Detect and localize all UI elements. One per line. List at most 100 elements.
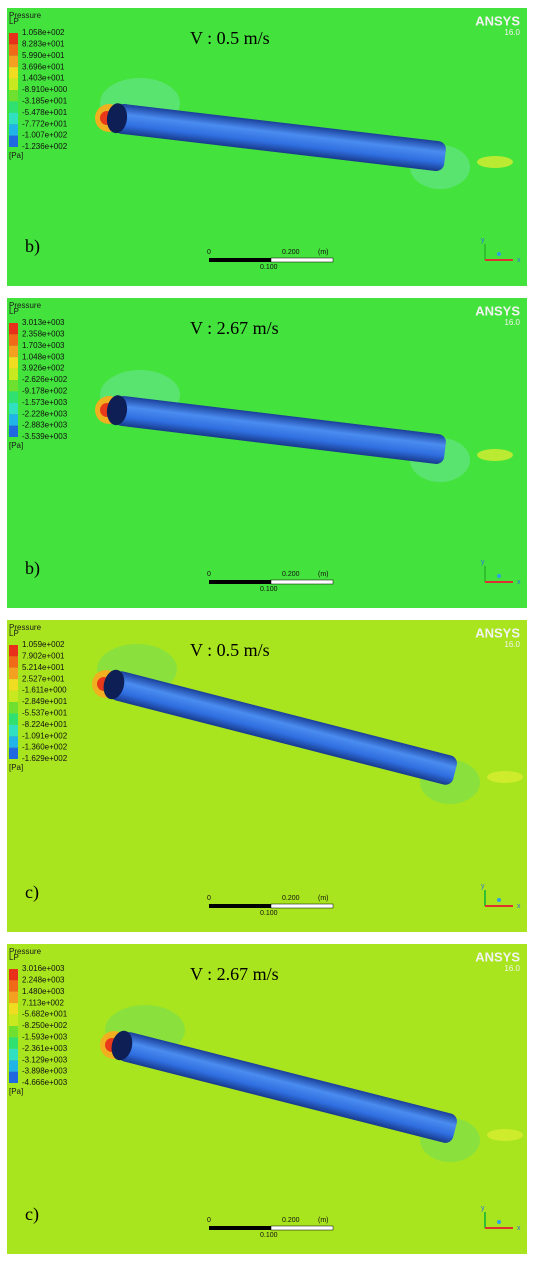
axis-y-label: y	[481, 237, 485, 244]
scale-unit: (m)	[318, 1217, 329, 1224]
axis-z	[497, 252, 501, 256]
legend-value: 3.016e+003	[22, 964, 65, 973]
legend-swatch	[9, 101, 18, 112]
wake	[487, 1129, 523, 1141]
logo: ANSYS	[475, 949, 520, 964]
legend-swatch	[9, 980, 18, 991]
legend-swatch	[9, 668, 18, 679]
legend-value: 3.013e+003	[22, 318, 65, 327]
velocity-label: V : 0.5 m/s	[190, 640, 270, 660]
legend-swatch	[9, 691, 18, 702]
cfd-panel: PressureLP3.013e+0032.358e+0031.703e+003…	[7, 298, 527, 608]
legend-swatch	[9, 380, 18, 391]
legend-swatch	[9, 1026, 18, 1037]
legend-value: -1.360e+002	[22, 743, 68, 752]
logo-version: 16.0	[504, 318, 520, 327]
legend-value: 2.358e+003	[22, 330, 65, 339]
scale-end: 0.200	[282, 1217, 300, 1224]
legend-unit: [Pa]	[9, 1087, 23, 1096]
legend-swatch	[9, 90, 18, 101]
wake	[487, 771, 523, 783]
velocity-label: V : 0.5 m/s	[190, 28, 270, 48]
velocity-label: V : 2.67 m/s	[190, 964, 279, 984]
legend-unit: [Pa]	[9, 151, 23, 160]
legend-value: -2.849e+001	[22, 697, 68, 706]
scale-bar-light	[271, 580, 333, 584]
legend-swatch	[9, 645, 18, 656]
axis-x-label: x	[517, 257, 521, 264]
legend-swatch	[9, 1049, 18, 1060]
legend-value: 1.048e+003	[22, 352, 65, 361]
legend-swatch	[9, 1015, 18, 1026]
panel-label: b)	[25, 236, 40, 257]
legend-value: -3.185e+001	[22, 97, 68, 106]
wake	[477, 449, 513, 461]
axis-z	[497, 574, 501, 578]
axis-y-label: y	[481, 1205, 485, 1212]
legend-value: -4.666e+003	[22, 1078, 68, 1087]
axis-y-label: y	[481, 559, 485, 566]
axis-x-label: x	[517, 1225, 521, 1232]
scale-bar-dark	[209, 580, 271, 584]
scale-bar-light	[271, 904, 333, 908]
legend-value: -1.236e+002	[22, 142, 68, 151]
axis-z	[497, 1220, 501, 1224]
axis-z	[497, 898, 501, 902]
panel-label: b)	[25, 558, 40, 579]
legend-value: 1.058e+002	[22, 28, 65, 37]
panel-label: c)	[25, 1204, 39, 1225]
legend-swatch	[9, 1072, 18, 1083]
legend-value: 7.113e+002	[22, 998, 64, 1007]
legend-swatch	[9, 369, 18, 380]
scale-mid: 0.100	[260, 1232, 278, 1239]
logo: ANSYS	[475, 303, 520, 318]
legend-value: -5.537e+001	[22, 709, 68, 718]
legend-value: 1.703e+003	[22, 341, 65, 350]
legend-swatch	[9, 992, 18, 1003]
logo: ANSYS	[475, 13, 520, 28]
legend-value: -2.361e+003	[22, 1044, 68, 1053]
logo-version: 16.0	[504, 640, 520, 649]
legend-value: 2.248e+003	[22, 976, 65, 985]
legend-swatch	[9, 713, 18, 724]
legend-value: 2.527e+001	[22, 674, 65, 683]
legend-value: 3.926e+002	[22, 364, 65, 373]
legend-value: -5.478e+001	[22, 108, 68, 117]
scale-start: 0	[207, 1217, 211, 1224]
legend-value: -1.007e+002	[22, 131, 68, 140]
logo-version: 16.0	[504, 964, 520, 973]
scale-start: 0	[207, 249, 211, 256]
axis-x-label: x	[517, 903, 521, 910]
velocity-label: V : 2.67 m/s	[190, 318, 279, 338]
legend-swatch	[9, 346, 18, 357]
legend-swatch	[9, 33, 18, 44]
legend-swatch	[9, 357, 18, 368]
legend-swatch	[9, 67, 18, 78]
legend-value: 1.059e+002	[22, 640, 65, 649]
legend-subtitle: LP	[9, 953, 19, 962]
scale-bar-light	[271, 258, 333, 262]
legend-value: -2.626e+002	[22, 375, 68, 384]
legend-swatch	[9, 56, 18, 67]
logo-version: 16.0	[504, 28, 520, 37]
legend-swatch	[9, 969, 18, 980]
legend-value: -3.539e+003	[22, 432, 68, 441]
legend-swatch	[9, 426, 18, 437]
legend-unit: [Pa]	[9, 763, 23, 772]
background	[7, 944, 527, 1254]
scale-unit: (m)	[318, 571, 329, 578]
scale-start: 0	[207, 895, 211, 902]
scale-bar-light	[271, 1226, 333, 1230]
cfd-panel: PressureLP1.058e+0028.283e+0015.990e+001…	[7, 8, 527, 286]
legend-swatch	[9, 79, 18, 90]
legend-swatch	[9, 124, 18, 135]
legend-unit: [Pa]	[9, 441, 23, 450]
axis-y-label: y	[481, 883, 485, 890]
legend-subtitle: LP	[9, 17, 19, 26]
scale-bar-dark	[209, 258, 271, 262]
legend-value: 1.403e+001	[22, 74, 65, 83]
legend-value: -2.228e+003	[22, 409, 68, 418]
legend-value: -1.629e+002	[22, 754, 68, 763]
legend-value: -7.772e+001	[22, 119, 68, 128]
legend-swatch	[9, 656, 18, 667]
